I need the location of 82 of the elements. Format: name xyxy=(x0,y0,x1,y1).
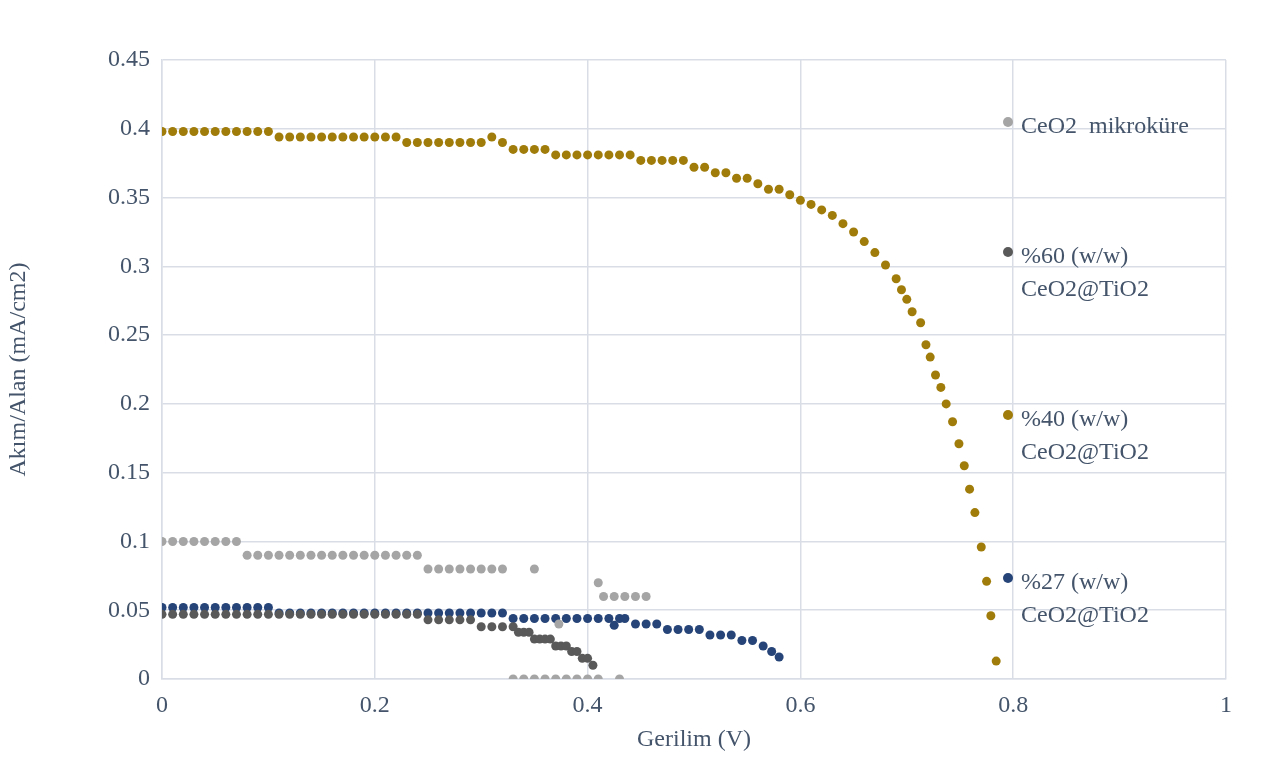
point xyxy=(487,622,497,632)
point xyxy=(641,591,651,601)
x-tick-label: 1 xyxy=(1220,690,1232,717)
point xyxy=(444,564,454,574)
x-tick-label: 0.6 xyxy=(785,690,816,717)
point xyxy=(434,615,444,625)
point xyxy=(189,609,199,619)
y-tick-label: 0.35 xyxy=(108,182,150,209)
point xyxy=(242,550,252,560)
point xyxy=(306,550,316,560)
point xyxy=(434,564,444,574)
point xyxy=(620,591,630,601)
point xyxy=(497,622,507,632)
point xyxy=(285,550,295,560)
point xyxy=(210,609,220,619)
point xyxy=(263,609,273,619)
point xyxy=(554,619,564,629)
point xyxy=(423,564,433,574)
point xyxy=(402,550,412,560)
point xyxy=(338,550,348,560)
y-tick-label: 0 xyxy=(138,664,150,691)
point xyxy=(231,536,241,546)
point xyxy=(295,550,305,560)
point xyxy=(327,550,337,560)
point xyxy=(231,609,241,619)
point xyxy=(593,578,603,588)
legend-label: %27 (w/w) CeO2@TiO2 xyxy=(1021,567,1150,629)
legend-label: %60 (w/w) CeO2@TiO2 xyxy=(1021,241,1150,303)
point xyxy=(380,550,390,560)
y-tick-label: 0.4 xyxy=(120,114,150,141)
point xyxy=(242,609,252,619)
legend-label: %40 (w/w) CeO2@TiO2 xyxy=(1021,404,1150,466)
y-tick-label: 0.15 xyxy=(108,457,150,484)
point xyxy=(455,564,465,574)
point xyxy=(476,622,486,632)
point xyxy=(609,591,619,601)
point xyxy=(317,550,327,560)
point xyxy=(370,550,380,560)
point xyxy=(466,564,476,574)
point xyxy=(263,550,273,560)
point xyxy=(476,564,486,574)
point xyxy=(210,536,220,546)
point xyxy=(200,536,210,546)
legend-label: CeO2 mikroküre xyxy=(1021,111,1189,141)
point xyxy=(588,660,598,670)
point xyxy=(178,609,188,619)
point xyxy=(599,591,609,601)
point xyxy=(444,615,454,625)
point xyxy=(487,564,497,574)
point xyxy=(529,564,539,574)
point xyxy=(508,622,518,632)
point xyxy=(412,550,422,560)
point xyxy=(168,536,178,546)
point xyxy=(178,536,188,546)
x-tick-label: 0 xyxy=(156,690,168,717)
x-tick-label: 0.4 xyxy=(572,690,603,717)
y-tick-label: 0.1 xyxy=(120,526,150,553)
y-axis-title: Akım/Alan (mA/cm2) xyxy=(3,262,30,477)
y-tick-label: 0.2 xyxy=(120,389,150,416)
point xyxy=(221,536,231,546)
x-axis-title: Gerilim (V) xyxy=(637,724,751,751)
point xyxy=(168,609,178,619)
point xyxy=(189,536,199,546)
y-tick-label: 0.45 xyxy=(108,45,150,72)
x-tick-label: 0.8 xyxy=(998,690,1029,717)
point xyxy=(253,550,263,560)
point xyxy=(423,615,433,625)
point xyxy=(630,591,640,601)
point xyxy=(349,550,359,560)
y-tick-label: 0.05 xyxy=(108,595,150,622)
point xyxy=(391,550,401,560)
x-tick-label: 0.2 xyxy=(359,690,390,717)
point xyxy=(359,550,369,560)
point xyxy=(221,609,231,619)
y-tick-label: 0.3 xyxy=(120,251,150,278)
point xyxy=(455,615,465,625)
point xyxy=(274,550,284,560)
point xyxy=(497,564,507,574)
point xyxy=(253,609,263,619)
point xyxy=(466,615,476,625)
y-tick-label: 0.25 xyxy=(108,320,150,347)
point xyxy=(200,609,210,619)
